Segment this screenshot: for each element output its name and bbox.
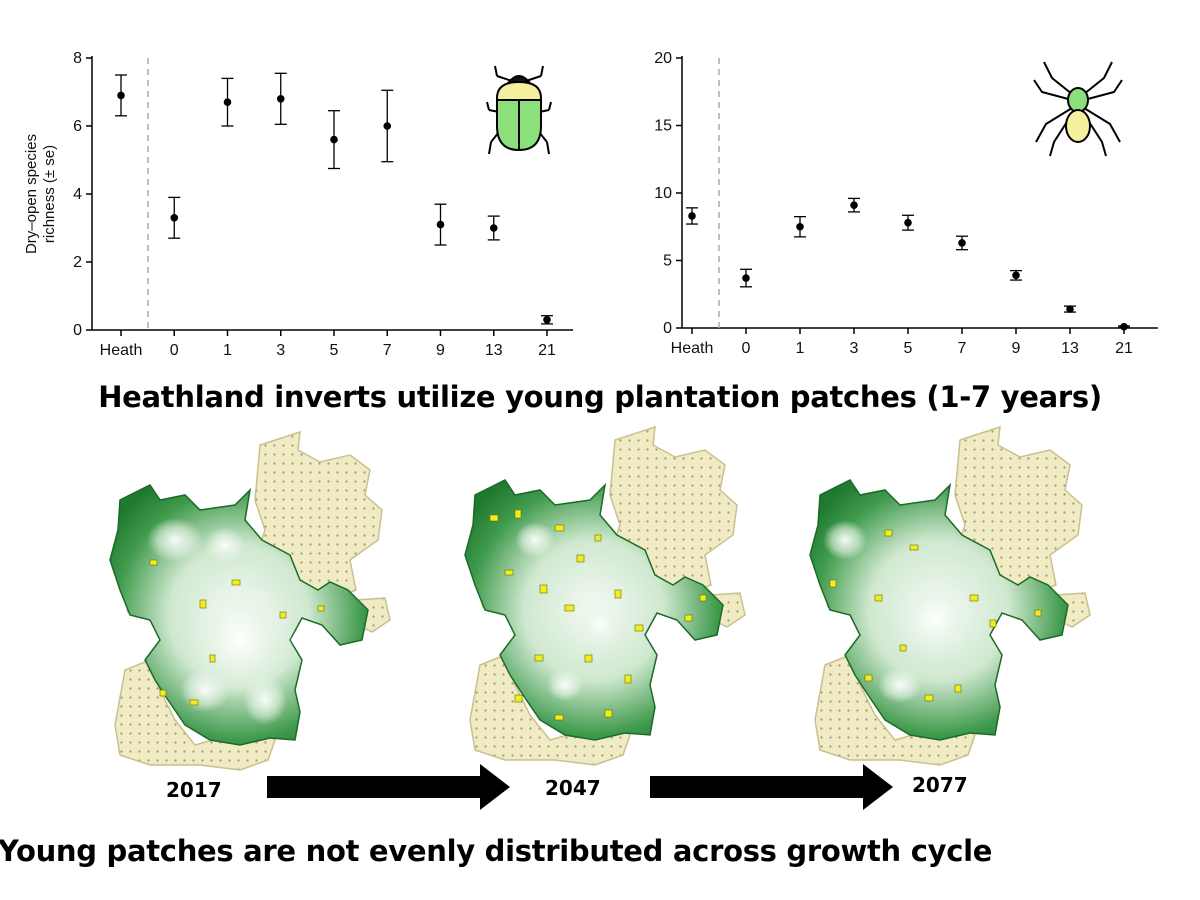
x-ticks: Heath 0 1 3 5 7 9 13 21 xyxy=(100,330,556,359)
data-point-21 xyxy=(1118,322,1130,331)
y-tick-label: 0 xyxy=(663,320,672,337)
year-label-2047: 2047 xyxy=(545,776,601,800)
point-marker xyxy=(742,274,750,282)
plantation-maps xyxy=(109,426,1091,810)
x-tick-label: 1 xyxy=(223,342,232,359)
x-tick-label: 3 xyxy=(276,342,285,359)
data-point-13 xyxy=(1064,305,1076,313)
data-point-1 xyxy=(794,215,806,238)
x-tick-label: 7 xyxy=(958,340,967,357)
data-point-7 xyxy=(381,89,394,163)
point-marker xyxy=(1120,322,1128,331)
data-point-Heath xyxy=(686,207,698,225)
x-tick-label: 5 xyxy=(330,342,339,359)
x-tick-label: 0 xyxy=(170,342,179,359)
x-tick-label: 9 xyxy=(436,342,445,359)
point-marker xyxy=(276,95,285,103)
data-point-5 xyxy=(328,110,340,170)
x-tick-label: 3 xyxy=(850,340,859,357)
data-point-9 xyxy=(1010,269,1022,281)
x-tick-label: Heath xyxy=(100,342,143,359)
spider-icon xyxy=(1033,61,1123,157)
data-point-7 xyxy=(956,235,968,251)
y-tick-label: 15 xyxy=(654,118,672,135)
x-tick-label: 1 xyxy=(796,340,805,357)
arrow-2017-2047 xyxy=(267,764,510,810)
point-marker xyxy=(223,98,232,106)
y-tick-label: 0 xyxy=(73,322,82,339)
x-tick-label: 0 xyxy=(742,340,751,357)
point-marker xyxy=(170,214,179,222)
y-tick-label: 20 xyxy=(654,50,672,67)
point-marker xyxy=(436,220,445,229)
data-points xyxy=(115,72,553,325)
y-tick-label: 10 xyxy=(654,185,672,202)
y-axis-label: Dry–open species richness (± se) xyxy=(23,134,58,254)
point-marker xyxy=(688,212,696,220)
x-ticks: Heath 0 1 3 5 7 9 13 21 xyxy=(671,328,1133,357)
map-2017 xyxy=(109,431,391,771)
data-point-21 xyxy=(541,315,553,325)
point-marker xyxy=(1066,305,1074,313)
axes xyxy=(91,56,573,331)
data-point-5 xyxy=(902,214,914,231)
y-tick-label: 8 xyxy=(73,50,82,67)
y-tick-label: 6 xyxy=(73,118,82,135)
year-label-2017: 2017 xyxy=(166,778,222,802)
y-axis-label-line-1: Dry–open species xyxy=(23,134,40,254)
map-2077 xyxy=(809,426,1091,766)
year-label-2077: 2077 xyxy=(912,773,968,797)
beetle-icon xyxy=(486,65,552,155)
x-tick-label: 5 xyxy=(904,340,913,357)
data-point-3 xyxy=(274,72,287,125)
x-tick-label: 21 xyxy=(538,342,556,359)
x-tick-label: 13 xyxy=(1061,340,1079,357)
y-ticks: 0 2 4 6 8 xyxy=(73,50,92,339)
data-point-13 xyxy=(487,215,500,241)
x-tick-label: Heath xyxy=(671,340,714,357)
data-point-0 xyxy=(168,196,181,239)
map-2047 xyxy=(464,426,746,766)
y-ticks: 0 5 10 15 20 xyxy=(654,50,682,337)
point-marker xyxy=(489,224,498,232)
arrow-2047-2077 xyxy=(650,764,893,810)
y-tick-label: 5 xyxy=(663,253,672,270)
data-points xyxy=(686,197,1130,331)
x-tick-label: 9 xyxy=(1012,340,1021,357)
chart-beetles: Dry–open species richness (± se) 0 2 4 6 8 H… xyxy=(23,50,573,359)
point-marker xyxy=(1012,271,1020,280)
point-marker xyxy=(796,222,804,231)
point-marker xyxy=(543,316,551,324)
point-marker xyxy=(383,122,392,130)
x-tick-label: 13 xyxy=(485,342,503,359)
axes xyxy=(681,56,1158,329)
data-point-3 xyxy=(848,197,860,213)
y-axis-label-line-2: richness (± se) xyxy=(41,145,58,243)
data-point-1 xyxy=(221,77,234,127)
point-marker xyxy=(904,218,912,227)
point-marker xyxy=(117,91,125,100)
point-marker xyxy=(958,239,966,247)
data-point-0 xyxy=(740,268,752,288)
y-tick-label: 4 xyxy=(73,186,82,203)
data-point-9 xyxy=(434,203,447,246)
point-marker xyxy=(850,201,858,209)
x-tick-label: 7 xyxy=(383,342,392,359)
data-point-Heath xyxy=(115,74,127,117)
headline-bottom: Young patches are not evenly distributed… xyxy=(0,834,993,868)
headline-top: Heathland inverts utilize young plantati… xyxy=(98,380,1102,414)
x-tick-label: 21 xyxy=(1115,340,1133,357)
point-marker xyxy=(330,135,338,144)
y-tick-label: 2 xyxy=(73,254,82,271)
